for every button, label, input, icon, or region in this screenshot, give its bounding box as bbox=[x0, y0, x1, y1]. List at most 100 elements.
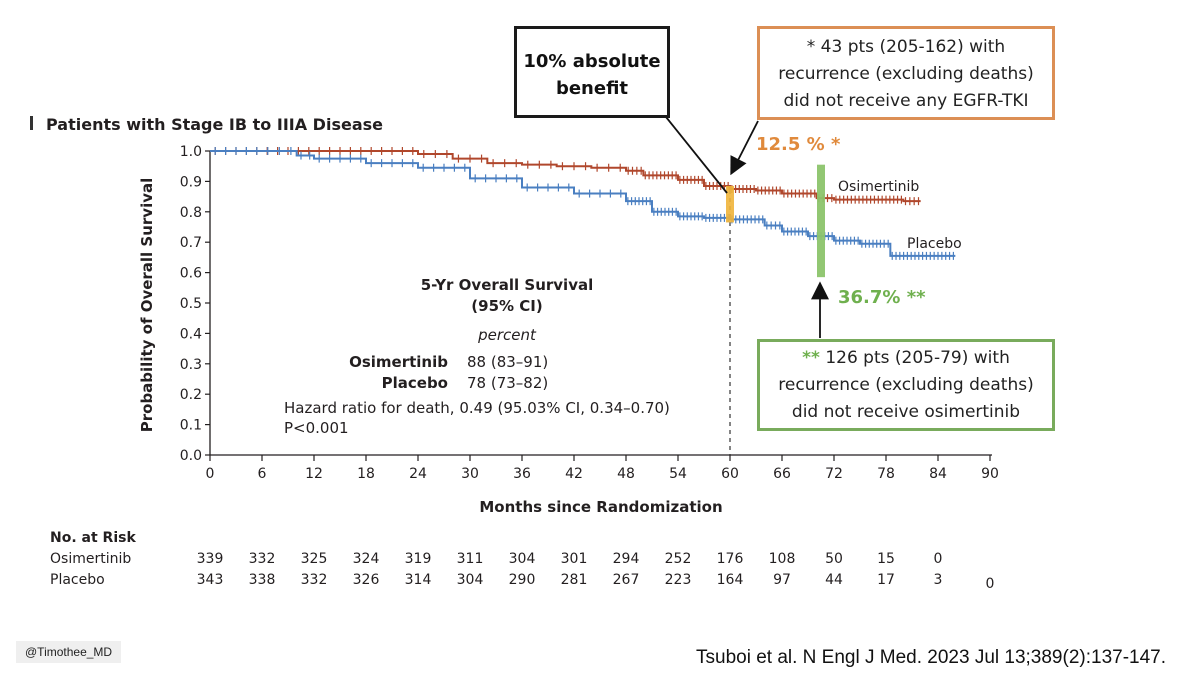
x-tick-label: 66 bbox=[773, 466, 791, 482]
y-tick-label: 0.7 bbox=[180, 235, 202, 251]
summary-heading-ci: (95% CI) bbox=[471, 297, 542, 315]
risk-value: 281 bbox=[561, 572, 588, 588]
risk-value: 294 bbox=[613, 551, 640, 567]
risk-row-placebo-name: Placebo bbox=[50, 572, 105, 588]
x-tick-label: 36 bbox=[513, 466, 531, 482]
summary-row-osimertinib-value: 88 (83–91) bbox=[467, 353, 548, 371]
risk-row-osimertinib-name: Osimertinib bbox=[50, 551, 131, 567]
placebo-curve bbox=[210, 150, 956, 257]
risk-value: 97 bbox=[773, 572, 791, 588]
placebo-percent-label: 36.7% ** bbox=[838, 287, 926, 308]
summary-row-placebo-value: 78 (73–82) bbox=[467, 374, 548, 392]
risk-value: 290 bbox=[509, 572, 536, 588]
absolute-benefit-line2: benefit bbox=[555, 78, 629, 99]
y-tick-label: 0.1 bbox=[180, 418, 202, 434]
y-axis-title: Probability of Overall Survival bbox=[138, 178, 156, 433]
osi-recurrence-line2: recurrence (excluding deaths) bbox=[778, 64, 1034, 84]
risk-value: 314 bbox=[405, 572, 432, 588]
x-ticks: 0 6 12 18 24 30 36 42 48 54 60 66 72 78 84 90 bbox=[206, 455, 999, 482]
x-tick-label: 6 bbox=[258, 466, 267, 482]
placebo-gap-band bbox=[817, 164, 825, 278]
pbo-recurrence-line3: did not receive osimertinib bbox=[791, 402, 1021, 422]
risk-value: 304 bbox=[457, 572, 484, 588]
x-tick-label: 0 bbox=[206, 466, 215, 482]
survival-curves bbox=[210, 147, 956, 260]
chart-title: Patients with Stage IB to IIIA Disease bbox=[46, 115, 383, 134]
x-tick-label: 84 bbox=[929, 466, 947, 482]
risk-value: 324 bbox=[353, 551, 380, 567]
y-tick-label: 1.0 bbox=[180, 144, 202, 160]
osi-recurrence-line3: did not receive any EGFR-TKI bbox=[783, 91, 1029, 111]
osimertinib-recurrence-callout: * 43 pts (205-162) with recurrence (excl… bbox=[757, 26, 1055, 120]
y-tick-label: 0.2 bbox=[180, 387, 202, 403]
risk-value: 267 bbox=[613, 572, 640, 588]
x-tick-label: 54 bbox=[669, 466, 687, 482]
arrow-osi-recurrence bbox=[730, 120, 759, 176]
x-tick-label: 78 bbox=[877, 466, 895, 482]
x-tick-label: 48 bbox=[617, 466, 635, 482]
osimertinib-gap-band bbox=[726, 185, 734, 223]
risk-value: 108 bbox=[769, 551, 796, 567]
y-tick-label: 0.4 bbox=[180, 326, 202, 342]
p-value: P<0.001 bbox=[284, 419, 349, 437]
pbo-recurrence-line2: recurrence (excluding deaths) bbox=[778, 375, 1034, 395]
x-axis-title: Months since Randomization bbox=[479, 498, 722, 516]
risk-value: 223 bbox=[665, 572, 692, 588]
summary-row-osimertinib-name: Osimertinib bbox=[349, 353, 448, 371]
risk-value: 311 bbox=[457, 551, 484, 567]
risk-value: 332 bbox=[249, 551, 276, 567]
survival-summary: 5-Yr Overall Survival (95% CI) percent O… bbox=[284, 276, 670, 437]
risk-table-values: 339 332 325 324 319 311 304 301 294 252 176 108 50 15… bbox=[197, 551, 995, 592]
x-tick-label: 24 bbox=[409, 466, 427, 482]
risk-value: 176 bbox=[717, 551, 744, 567]
hazard-ratio: Hazard ratio for death, 0.49 (95.03% CI,… bbox=[284, 399, 670, 417]
osimertinib-curve bbox=[210, 150, 921, 203]
pbo-recurrence-line1: ** 126 pts (205-79) with bbox=[760, 345, 1052, 372]
arrow-absolute-benefit bbox=[665, 116, 728, 194]
placebo-recurrence-callout: ** 126 pts (205-79) with recurrence (exc… bbox=[757, 339, 1055, 431]
summary-row-placebo-name: Placebo bbox=[382, 374, 448, 392]
risk-value: 301 bbox=[561, 551, 588, 567]
osimertinib-curve-label: Osimertinib bbox=[838, 179, 919, 195]
risk-value: 326 bbox=[353, 572, 380, 588]
placebo-curve-label: Placebo bbox=[907, 236, 962, 252]
risk-value: 304 bbox=[509, 551, 536, 567]
risk-value: 338 bbox=[249, 572, 276, 588]
x-tick-label: 18 bbox=[357, 466, 375, 482]
risk-value: 332 bbox=[301, 572, 328, 588]
y-tick-label: 0.5 bbox=[180, 296, 202, 312]
risk-table-heading: No. at Risk bbox=[50, 530, 136, 546]
pbo-recurrence-stars: ** bbox=[802, 348, 820, 368]
risk-value: 3 bbox=[934, 572, 943, 588]
absolute-benefit-callout: 10% absolute benefit bbox=[514, 26, 670, 118]
risk-value: 319 bbox=[405, 551, 432, 567]
x-tick-label: 72 bbox=[825, 466, 843, 482]
x-tick-label: 42 bbox=[565, 466, 583, 482]
risk-value: 325 bbox=[301, 551, 328, 567]
y-tick-label: 0.0 bbox=[180, 448, 202, 464]
y-tick-label: 0.6 bbox=[180, 266, 202, 282]
risk-value: 15 bbox=[877, 551, 895, 567]
risk-value: 252 bbox=[665, 551, 692, 567]
x-tick-label: 60 bbox=[721, 466, 739, 482]
y-ticks: 0.0 0.1 0.2 0.3 0.4 0.5 0.6 0.7 0.8 0.9 1.0 bbox=[180, 144, 210, 464]
y-tick-label: 0.8 bbox=[180, 205, 202, 221]
x-tick-label: 12 bbox=[305, 466, 323, 482]
x-tick-label: 90 bbox=[981, 466, 999, 482]
citation: Tsuboi et al. N Engl J Med. 2023 Jul 13;… bbox=[696, 647, 1167, 668]
y-tick-label: 0.3 bbox=[180, 357, 202, 373]
summary-unit: percent bbox=[477, 326, 537, 344]
title-marker bbox=[30, 116, 33, 130]
risk-value: 164 bbox=[717, 572, 744, 588]
risk-value: 343 bbox=[197, 572, 224, 588]
osi-recurrence-line1: * 43 pts (205-162) with bbox=[806, 37, 1006, 57]
risk-value: 50 bbox=[825, 551, 843, 567]
risk-value: 0 bbox=[986, 576, 995, 592]
y-tick-label: 0.9 bbox=[180, 174, 202, 190]
pbo-recurrence-line1-text: 126 pts (205-79) with bbox=[819, 348, 1010, 368]
summary-heading: 5-Yr Overall Survival bbox=[421, 276, 594, 294]
x-tick-label: 30 bbox=[461, 466, 479, 482]
risk-value: 44 bbox=[825, 572, 843, 588]
author-handle: @Timothee_MD bbox=[16, 641, 122, 663]
